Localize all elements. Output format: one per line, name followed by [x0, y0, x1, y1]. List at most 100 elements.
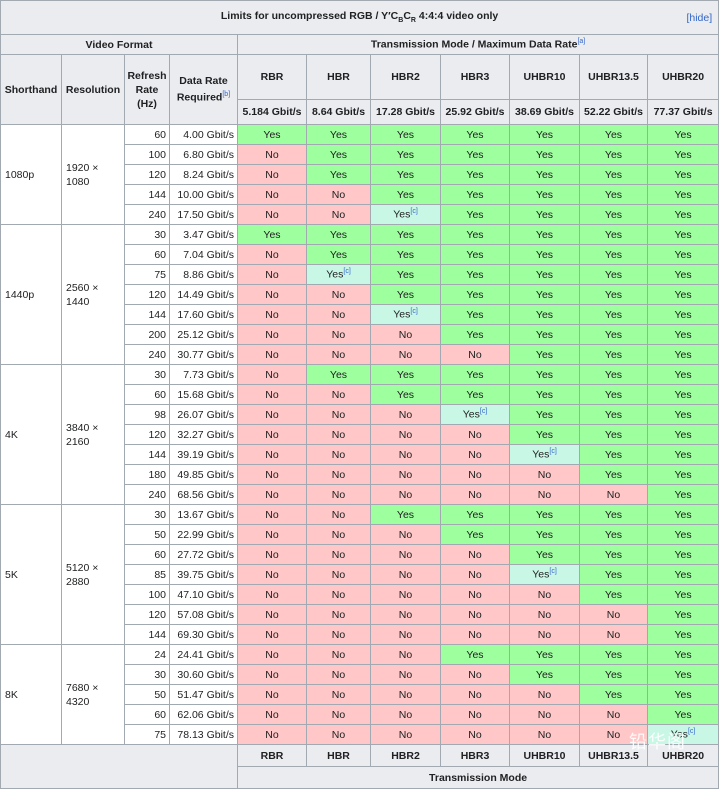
support-yes-cell: Yes	[509, 144, 580, 165]
shorthand-cell: 1440p	[0, 224, 62, 365]
table-row: 240 68.56 Gbit/s No No No No No No Yes	[1, 484, 719, 505]
refresh-rate-cell: 120	[124, 164, 170, 185]
support-yes-cell: Yes	[646, 124, 719, 145]
support-yes-cell: Yes	[509, 224, 580, 245]
support-no-cell: No	[370, 424, 441, 445]
support-no-cell: No	[237, 264, 307, 285]
support-no-cell: No	[237, 464, 307, 485]
footnote-c-link[interactable]: [c]	[410, 308, 418, 316]
support-yes-cell: Yes	[370, 184, 441, 205]
support-yes-cell: Yes	[237, 124, 307, 145]
table-row: 100 6.80 Gbit/s No Yes Yes Yes Yes Yes Yes	[1, 144, 719, 165]
footnote-c-link[interactable]: [c]	[549, 448, 557, 456]
refresh-rate-cell: 240	[124, 204, 170, 225]
mode-rate-header: 38.69 Gbit/s	[509, 99, 580, 125]
table-row: 60 7.04 Gbit/s No Yes Yes Yes Yes Yes Yes	[1, 244, 719, 265]
mode-header: UHBR20	[646, 54, 719, 100]
support-yes-cell: Yes	[646, 704, 719, 725]
footnote-c-link[interactable]: [c]	[410, 208, 418, 216]
support-no-cell: No	[440, 684, 510, 705]
support-no-cell: No	[579, 624, 648, 645]
support-no-cell: No	[237, 584, 307, 605]
data-rate-cell: 30.77 Gbit/s	[169, 344, 238, 365]
support-no-cell: No	[440, 544, 510, 565]
table-row: 8K 7680 × 4320 24 24.41 Gbit/s No No No Yes Yes Y…	[0, 644, 719, 745]
refresh-rate-cell: 30	[124, 504, 170, 525]
support-no-cell: No	[237, 724, 307, 745]
support-yes-cell: Yes	[646, 544, 719, 565]
support-yes-cell: Yes	[237, 224, 307, 245]
support-partial-label: Yes	[326, 268, 344, 281]
data-rate-cell: 51.47 Gbit/s	[169, 684, 238, 705]
mode-rate-header: 25.92 Gbit/s	[440, 99, 510, 125]
support-yes-cell: Yes	[306, 124, 371, 145]
transmission-mode-header: Transmission Mode / Maximum Data Rate[a]	[236, 34, 719, 55]
support-no-cell: No	[237, 644, 307, 665]
support-no-cell: No	[237, 204, 307, 225]
support-no-cell: No	[237, 364, 307, 385]
data-rate-cell: 62.06 Gbit/s	[169, 704, 238, 725]
footnote-c-link[interactable]: [c]	[479, 408, 488, 416]
hide-link[interactable]: [hide]	[686, 12, 713, 24]
support-yes-cell: Yes	[579, 524, 648, 545]
support-no-cell: No	[370, 544, 441, 565]
support-yes-cell: Yes	[579, 344, 648, 365]
refresh-rate-cell: 100	[124, 144, 170, 165]
support-no-cell: No	[237, 664, 307, 685]
data-rate-cell: 26.07 Gbit/s	[169, 404, 238, 425]
support-yes-cell: Yes	[370, 164, 441, 185]
support-yes-cell: Yes	[579, 164, 648, 185]
refresh-rate-header: Refresh Rate (Hz)	[124, 54, 170, 125]
support-no-cell: No	[579, 484, 648, 505]
footer-mode: HBR3	[440, 744, 510, 767]
support-partial-cell: Yes[c]	[509, 564, 580, 585]
table-row: 100 47.10 Gbit/s No No No No No Yes Yes	[1, 584, 719, 605]
table-row: 60 15.68 Gbit/s No No Yes Yes Yes Yes Yes	[1, 384, 719, 405]
support-no-cell: No	[237, 704, 307, 725]
support-partial-label: Yes	[462, 408, 480, 421]
resolution-cell: 7680 × 4320	[61, 644, 125, 745]
support-yes-cell: Yes	[646, 164, 719, 185]
support-partial-cell: Yes[c]	[440, 404, 510, 425]
footnote-b-link[interactable]: [b]	[222, 91, 231, 99]
refresh-rate-cell: 120	[124, 604, 170, 625]
support-no-cell: No	[237, 144, 307, 165]
support-yes-cell: Yes	[579, 304, 648, 325]
support-yes-cell: Yes	[306, 144, 371, 165]
support-yes-cell: Yes	[579, 444, 648, 465]
support-no-cell: No	[306, 704, 371, 725]
support-no-cell: No	[370, 584, 441, 605]
shorthand-header: Shorthand	[0, 54, 62, 125]
support-yes-cell: Yes	[579, 124, 648, 145]
support-yes-cell: Yes	[509, 184, 580, 205]
data-rate-cell: 22.99 Gbit/s	[169, 524, 238, 545]
resolution-cell: 1920 × 1080	[61, 124, 125, 225]
footnote-c-link[interactable]: [c]	[687, 728, 696, 736]
support-no-cell: No	[440, 664, 510, 685]
footnote-c-link[interactable]: [c]	[343, 268, 351, 276]
data-rate-cell: 25.12 Gbit/s	[169, 324, 238, 345]
mode-header: HBR	[306, 54, 371, 100]
refresh-rate-cell: 144	[124, 444, 170, 465]
support-yes-cell: Yes	[579, 364, 648, 385]
support-no-cell: No	[440, 704, 510, 725]
footnote-a-link[interactable]: [a]	[577, 38, 586, 46]
support-no-cell: No	[306, 284, 371, 305]
support-partial-cell: Yes[c]	[646, 724, 719, 745]
support-no-cell: No	[370, 464, 441, 485]
support-yes-cell: Yes	[370, 244, 441, 265]
footer-mode: RBR	[237, 744, 307, 767]
support-yes-cell: Yes	[440, 284, 510, 305]
support-no-cell: No	[237, 404, 307, 425]
support-yes-cell: Yes	[370, 384, 441, 405]
support-yes-cell: Yes	[509, 384, 580, 405]
footer-transmission-mode: Transmission Mode	[236, 766, 719, 789]
footnote-c-link[interactable]: [c]	[549, 568, 557, 576]
support-no-cell: No	[509, 684, 580, 705]
refresh-rate-cell: 50	[124, 684, 170, 705]
support-yes-cell: Yes	[579, 584, 648, 605]
support-yes-cell: Yes	[440, 224, 510, 245]
support-yes-cell: Yes	[370, 124, 441, 145]
data-rate-cell: 17.60 Gbit/s	[169, 304, 238, 325]
watermark-logo: 铅华阁	[629, 732, 686, 753]
